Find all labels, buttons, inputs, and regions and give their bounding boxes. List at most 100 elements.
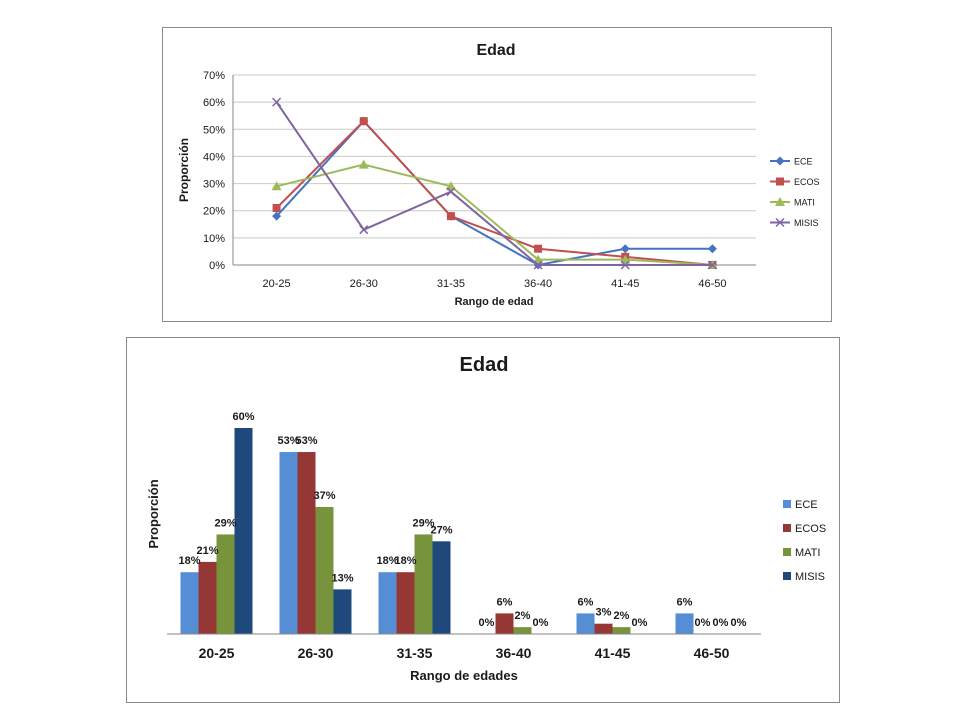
line-point-ece (272, 211, 282, 221)
bar-chart-x-tick-label: 26-30 (298, 645, 334, 661)
line-legend-marker (776, 177, 784, 186)
bar-chart-bars (180, 428, 694, 634)
line-point-mati (620, 254, 631, 264)
line-point-mati (533, 254, 544, 264)
line-chart-y-tick-label: 50% (203, 124, 225, 136)
bar-chart-x-tick-label: 41-45 (595, 645, 631, 661)
line-legend-label: MATI (794, 198, 815, 208)
line-chart-series (271, 97, 718, 270)
line-point-ecos (359, 117, 368, 126)
bar-data-label: 29% (412, 517, 434, 529)
line-series-mati (276, 163, 713, 266)
bar-ecos (297, 452, 316, 634)
line-point-misis (620, 260, 630, 270)
bar-chart-x-tick-labels: 20-25 26-30 31-35 36-40 41-45 46-50 (199, 645, 730, 661)
bar-mati (414, 534, 433, 634)
line-point-mati (271, 181, 282, 191)
line-chart-x-tick-label: 20-25 (263, 278, 291, 290)
line-chart-x-tick-labels: 20-25 26-30 31-35 36-40 41-45 46-50 (263, 278, 727, 290)
bar-ece (675, 613, 694, 634)
line-legend-label: MISIS (794, 218, 819, 228)
line-chart-y-tick-label: 70% (203, 70, 225, 82)
bar-data-label: 53% (277, 435, 299, 447)
line-point-ece (707, 244, 717, 254)
bar-chart-data-labels: 18%21%29%60%53%53%37%13%18%18%29%27%0%6%… (178, 411, 746, 629)
bar-data-label: 3% (596, 607, 612, 619)
line-legend-marker (775, 197, 785, 206)
line-point-misis (272, 97, 282, 107)
bar-legend-label: MATI (795, 547, 820, 559)
line-chart-x-tick-label: 46-50 (698, 278, 726, 290)
line-chart-x-tick-label: 41-45 (611, 278, 639, 290)
line-point-ecos (272, 204, 281, 212)
bar-data-label: 6% (497, 596, 513, 608)
bar-data-label: 0% (713, 617, 729, 629)
bar-legend-swatch (783, 500, 791, 508)
bar-ece (378, 572, 397, 634)
line-point-ecos (446, 212, 455, 221)
bar-chart: Edad 18%21%29%60%53%53%37%13%18%18%29%27… (146, 354, 826, 683)
bar-data-label: 13% (331, 572, 353, 584)
bar-data-label: 18% (394, 555, 416, 567)
bar-legend-label: MISIS (795, 571, 825, 583)
line-point-misis (446, 187, 456, 197)
line-legend-marker (775, 217, 785, 228)
line-chart-gridlines (232, 74, 756, 266)
bar-misis (234, 428, 253, 634)
bar-data-label: 18% (376, 555, 398, 567)
bar-data-label: 2% (614, 610, 630, 622)
bar-data-label: 37% (313, 490, 335, 502)
bar-legend-label: ECOS (795, 523, 826, 535)
bar-mati (216, 534, 235, 634)
bar-mati (513, 627, 532, 634)
bar-chart-x-tick-label: 36-40 (496, 645, 532, 661)
line-chart-y-tick-label: 60% (203, 97, 225, 109)
bar-data-label: 0% (731, 617, 747, 629)
bar-ece (279, 452, 298, 634)
line-legend-marker (775, 156, 785, 166)
bar-chart-x-tick-label: 31-35 (397, 645, 433, 661)
line-chart-y-tick-label: 10% (203, 233, 225, 245)
line-point-ecos (534, 244, 543, 253)
bar-data-label: 18% (178, 555, 200, 567)
bar-misis (432, 541, 451, 634)
bar-chart-x-axis-label: Rango de edades (410, 668, 518, 683)
line-chart-y-tick-label: 40% (203, 151, 225, 163)
bar-ecos (198, 561, 217, 634)
line-point-misis (533, 260, 543, 270)
line-series-ecos (275, 119, 713, 266)
line-chart-y-tick-label: 0% (209, 260, 225, 272)
bar-chart-legend: ECE ECOS MATI MISIS (783, 499, 826, 583)
bar-data-label: 2% (515, 610, 531, 622)
line-chart-panel: Edad 0% 10% 20% 30% 40% 50% 60% 70% 20-25 26-30 3… (162, 27, 832, 322)
bar-legend-swatch (783, 572, 791, 580)
line-point-mati (358, 159, 369, 169)
line-chart-legend: ECE ECOS MATI MISIS (770, 156, 820, 228)
bar-chart-panel: Edad 18% 21% 29% 60% 53% 53% 37% 13% 18% 18% 29% 27… (126, 337, 840, 703)
bar-ecos (396, 572, 415, 634)
bar-data-label: 0% (632, 617, 648, 629)
bar-data-label: 0% (695, 617, 711, 629)
line-point-mati (445, 181, 456, 191)
line-chart-y-tick-label: 30% (203, 179, 225, 191)
line-series-misis (275, 101, 713, 266)
bar-data-label: 6% (677, 596, 693, 608)
bar-data-label: 21% (196, 545, 218, 557)
bar-data-label: 0% (533, 617, 549, 629)
bar-misis (333, 589, 352, 634)
bar-chart-x-tick-label: 20-25 (199, 645, 235, 661)
line-chart-x-tick-label: 26-30 (350, 278, 378, 290)
bar-chart-y-axis-label: Proporción (146, 479, 161, 548)
line-point-ece (620, 244, 630, 254)
line-chart-title: Edad (476, 42, 515, 59)
line-chart-x-axis-label: Rango de edad (455, 296, 534, 308)
line-chart-y-tick-label: 20% (203, 206, 225, 218)
bar-legend-label: ECE (795, 499, 818, 511)
bar-mati (612, 627, 631, 634)
bar-data-label: 60% (232, 411, 254, 423)
bar-data-label: 29% (214, 517, 236, 529)
line-chart-y-tick-labels: 0% 10% 20% 30% 40% 50% 60% 70% (203, 70, 225, 272)
line-chart: Edad 0% 10% 20% 30% 40% 50% 60% 70% 20-25 26-30 3… (177, 42, 820, 308)
bar-data-label: 53% (295, 435, 317, 447)
line-chart-y-axis-label: Proporción (177, 138, 191, 202)
